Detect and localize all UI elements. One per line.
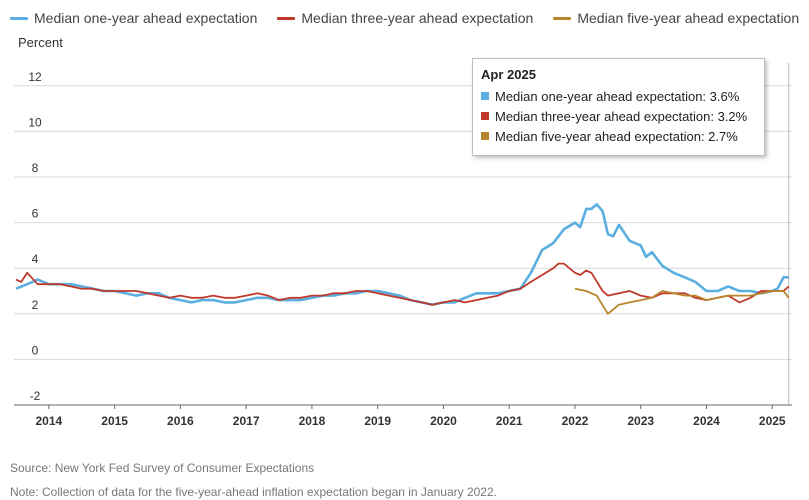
y-tick-label-2: 8 xyxy=(32,161,39,175)
legend-item-five-year[interactable]: Median five-year ahead expectation xyxy=(553,10,799,26)
source-note: Source: New York Fed Survey of Consumer … xyxy=(10,461,315,475)
series-line-three-year xyxy=(15,262,790,306)
chart-legend: Median one-year ahead expectation Median … xyxy=(10,8,809,28)
y-tick-label-5: 2 xyxy=(32,298,39,312)
x-tick-label-0: 2014 xyxy=(36,414,63,428)
legend-item-one-year[interactable]: Median one-year ahead expectation xyxy=(10,10,257,26)
tooltip-row-five-year: Median five-year ahead expectation: 2.7% xyxy=(481,126,756,146)
y-tick-label-6: 0 xyxy=(32,343,39,357)
legend-swatch-three-year xyxy=(277,16,296,20)
x-tick-label-9: 2023 xyxy=(627,414,654,428)
hover-tooltip: Apr 2025 Median one-year ahead expectati… xyxy=(472,58,765,156)
x-tick-label-5: 2019 xyxy=(364,414,391,428)
x-tick-label-1: 2015 xyxy=(101,414,128,428)
y-tick-label-7: -2 xyxy=(30,389,41,403)
y-tick-label-0: 12 xyxy=(28,70,42,84)
series-line-one-year xyxy=(15,203,789,306)
tooltip-text-five-year: Median five-year ahead expectation: 2.7% xyxy=(495,128,738,144)
tooltip-swatch-one-year xyxy=(481,92,489,100)
x-tick-label-2: 2016 xyxy=(167,414,194,428)
y-tick-label-4: 4 xyxy=(32,252,39,266)
legend-item-three-year[interactable]: Median three-year ahead expectation xyxy=(277,10,533,26)
tooltip-swatch-three-year xyxy=(481,112,489,120)
tooltip-row-one-year: Median one-year ahead expectation: 3.6% xyxy=(481,86,756,106)
legend-swatch-one-year xyxy=(10,16,28,20)
x-tick-label-8: 2022 xyxy=(562,414,589,428)
y-tick-label-3: 6 xyxy=(32,207,39,221)
y-tick-label-1: 10 xyxy=(28,115,42,129)
tooltip-row-three-year: Median three-year ahead expectation: 3.2… xyxy=(481,106,756,126)
x-tick-label-11: 2025 xyxy=(759,414,786,428)
x-tick-label-7: 2021 xyxy=(496,414,523,428)
x-tick-label-10: 2024 xyxy=(693,414,720,428)
tooltip-swatch-five-year xyxy=(481,132,489,140)
x-tick-label-6: 2020 xyxy=(430,414,457,428)
tooltip-text-three-year: Median three-year ahead expectation: 3.2… xyxy=(495,108,748,124)
x-tick-label-3: 2017 xyxy=(233,414,260,428)
tooltip-text-one-year: Median one-year ahead expectation: 3.6% xyxy=(495,88,740,104)
y-axis-unit-label: Percent xyxy=(18,35,63,50)
legend-label-five-year: Median five-year ahead expectation xyxy=(577,10,800,26)
legend-label-three-year: Median three-year ahead expectation xyxy=(301,10,534,26)
footnote: Note: Collection of data for the five-ye… xyxy=(10,485,497,499)
tooltip-title: Apr 2025 xyxy=(481,67,536,82)
legend-swatch-five-year xyxy=(553,16,572,20)
x-tick-label-4: 2018 xyxy=(299,414,326,428)
legend-label-one-year: Median one-year ahead expectation xyxy=(34,10,258,26)
series-line-five-year xyxy=(574,287,790,315)
